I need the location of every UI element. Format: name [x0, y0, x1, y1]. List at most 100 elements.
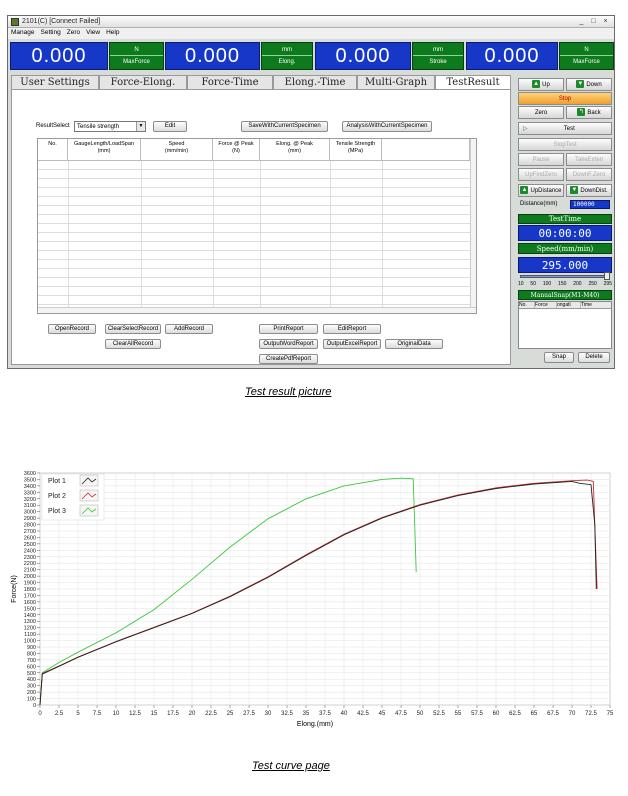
- y-tick-label: 3200: [24, 497, 36, 503]
- snap-button[interactable]: Snap: [544, 352, 574, 363]
- output-excel-report-button[interactable]: OutputExcelReport: [323, 339, 381, 349]
- table-row: [38, 223, 470, 224]
- speed-slider[interactable]: [520, 275, 608, 278]
- maximize-button[interactable]: □: [591, 18, 596, 25]
- legend-swatch: [79, 474, 99, 487]
- tab-force-elong[interactable]: Force-Elong.: [99, 75, 187, 89]
- x-tick-label: 0: [38, 711, 42, 717]
- tab-test-result[interactable]: TestResult: [435, 75, 511, 90]
- x-tick-label: 2.5: [55, 711, 64, 717]
- x-tick-label: 57.5: [471, 711, 483, 717]
- x-tick-label: 12.5: [129, 711, 141, 717]
- pause-button[interactable]: Pause: [518, 153, 564, 166]
- snap-col-elong: ongati: [557, 302, 581, 308]
- menu-zero[interactable]: Zero: [66, 29, 81, 36]
- x-tick-label: 22.5: [205, 711, 217, 717]
- up-distance-button[interactable]: ▲ UpDistance: [518, 184, 564, 197]
- edit-button[interactable]: Edit: [153, 121, 187, 132]
- result-select-label: ResultSelect: [36, 123, 70, 129]
- col-tensile-strength: Tensile Strength (MPa): [330, 139, 382, 161]
- vertical-scrollbar[interactable]: [470, 139, 476, 307]
- distance-label: Distance(mm): [520, 201, 558, 207]
- speed-ticks: 10 50 100 150 200 250 295: [518, 281, 612, 287]
- table-column-line: [330, 161, 331, 307]
- tab-elong-time[interactable]: Elong.-Time: [273, 75, 357, 89]
- y-tick-label: 2400: [24, 548, 36, 554]
- speed-slider-thumb[interactable]: [604, 272, 610, 280]
- result-select-dropdown[interactable]: Tensile strength ▼: [74, 121, 146, 132]
- y-tick-label: 1100: [24, 632, 36, 638]
- menu-setting[interactable]: Setting: [40, 29, 61, 36]
- elong-display: 0.000: [165, 42, 260, 70]
- table-row: [38, 232, 470, 233]
- edit-report-button[interactable]: EditReport: [323, 324, 381, 334]
- horizontal-scrollbar[interactable]: [38, 307, 476, 313]
- output-word-report-button[interactable]: OutputWordReport: [259, 339, 318, 349]
- legend-swatch: [79, 504, 99, 517]
- print-report-button[interactable]: PrintReport: [259, 324, 318, 334]
- zero-button[interactable]: Zero: [518, 106, 564, 119]
- up-button[interactable]: ▲ Up: [518, 78, 564, 91]
- snap-col-no: No.: [519, 302, 535, 308]
- delete-button[interactable]: Delete: [578, 352, 610, 363]
- table-column-line: [260, 161, 261, 307]
- result-table: No. GaugeLength/LoadSpan (mm) Speed (mm/…: [37, 138, 477, 314]
- open-record-button[interactable]: OpenRecord: [48, 324, 96, 334]
- create-pdf-report-button[interactable]: CreatePdfReport: [259, 354, 318, 364]
- up-find-zero-button[interactable]: UpFindZero: [518, 168, 564, 181]
- minimize-button[interactable]: _: [579, 18, 584, 25]
- distance-input[interactable]: 100000: [570, 200, 610, 209]
- x-tick-label: 32.5: [281, 711, 293, 717]
- stop-button[interactable]: Stop: [518, 92, 612, 105]
- table-column-line: [141, 161, 142, 307]
- legend-label: Plot 1: [48, 478, 66, 485]
- down-button[interactable]: ▼ Down: [566, 78, 612, 91]
- play-icon: ▷: [523, 126, 528, 132]
- snap-col-time: Time: [581, 302, 592, 308]
- analysis-with-specimen-button[interactable]: AnalysisWithCurrentSpecimen: [342, 121, 432, 132]
- x-tick-label: 72.5: [585, 711, 597, 717]
- maxforce-unit-box: N MaxForce: [559, 42, 614, 70]
- force-display: 0.000: [10, 42, 108, 70]
- take-exten-button[interactable]: TakeExten: [566, 153, 612, 166]
- y-tick-label: 900: [27, 645, 36, 651]
- table-row: [38, 169, 470, 170]
- x-tick-label: 10: [113, 711, 120, 717]
- x-tick-label: 45: [379, 711, 386, 717]
- y-tick-label: 800: [27, 651, 36, 657]
- y-tick-label: 2900: [24, 516, 36, 522]
- close-button[interactable]: ×: [603, 18, 608, 25]
- tab-multi-graph[interactable]: Multi-Graph: [357, 75, 435, 89]
- menu-view[interactable]: View: [86, 29, 101, 36]
- original-data-button[interactable]: OriginalData: [385, 339, 443, 349]
- clear-select-record-button[interactable]: ClearSelectRecord: [105, 324, 161, 334]
- app-window: 2101(C) [Connect Failed] _ □ × Manage Set…: [7, 15, 615, 369]
- menu-manage[interactable]: Manage: [11, 29, 35, 36]
- title-bar: 2101(C) [Connect Failed] _ □ ×: [8, 16, 614, 28]
- tab-user-settings[interactable]: User Settings: [11, 75, 99, 89]
- y-tick-label: 200: [27, 690, 36, 696]
- back-button[interactable]: ↰ Back: [566, 106, 612, 119]
- down-distance-button[interactable]: ▼ DownDist.: [566, 184, 612, 197]
- y-tick-label: 2200: [24, 561, 36, 567]
- save-with-specimen-button[interactable]: SaveWithCurrentSpecimen: [241, 121, 328, 132]
- y-tick-label: 1700: [24, 593, 36, 599]
- series-line-plot-3: [39, 477, 417, 706]
- menu-help[interactable]: Help: [106, 29, 120, 36]
- x-tick-label: 55: [455, 711, 462, 717]
- test-time-label: TestTime: [518, 214, 612, 224]
- y-tick-label: 2700: [24, 529, 36, 535]
- table-row: [38, 205, 470, 206]
- speed-label: Speed(mm/min): [518, 243, 612, 254]
- clear-all-record-button[interactable]: ClearAllRecord: [105, 339, 161, 349]
- stop-test-button[interactable]: StopTest: [518, 138, 612, 151]
- test-button[interactable]: ▷ Test: [518, 122, 612, 135]
- down-find-zero-button[interactable]: DownF.Zero: [566, 168, 612, 181]
- back-arrow-icon: ↰: [577, 108, 586, 117]
- y-tick-label: 1300: [24, 619, 36, 625]
- chevron-down-icon: ▼: [136, 122, 145, 131]
- add-record-button[interactable]: AddRecord: [165, 324, 213, 334]
- tab-force-time[interactable]: Force-Time: [187, 75, 273, 89]
- speed-value[interactable]: 295.000: [518, 257, 612, 273]
- app-icon: [11, 18, 19, 26]
